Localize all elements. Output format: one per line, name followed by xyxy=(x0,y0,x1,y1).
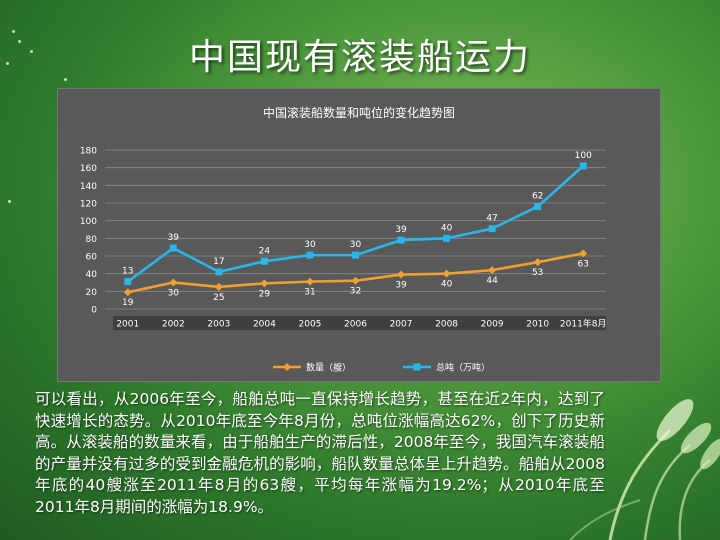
y-tick-label: 0 xyxy=(91,306,97,316)
data-point xyxy=(579,162,587,170)
y-tick-label: 20 xyxy=(86,288,98,298)
legend-marker xyxy=(413,363,421,371)
data-point xyxy=(397,270,406,279)
data-label: 39 xyxy=(168,233,180,243)
x-tick-label: 2009 xyxy=(481,320,504,330)
sparkle-dot xyxy=(8,200,11,203)
data-point xyxy=(534,203,542,211)
x-tick-label: 2001 xyxy=(116,320,139,330)
data-point xyxy=(169,278,178,287)
y-tick-label: 100 xyxy=(80,217,97,227)
data-label: 100 xyxy=(575,151,592,161)
y-tick-label: 80 xyxy=(86,235,98,245)
data-point xyxy=(351,276,360,285)
data-label: 17 xyxy=(213,257,224,267)
x-tick-label: 2010 xyxy=(526,320,549,330)
data-label: 62 xyxy=(532,192,543,202)
x-tick-label: 2011年8月 xyxy=(560,318,607,330)
data-label: 29 xyxy=(259,289,271,299)
data-point xyxy=(214,282,223,291)
chart-panel: 中国滚装船数量和吨位的变化趋势图 0 20 40 60 80 100 120 140 160 18… xyxy=(57,88,661,382)
chart-legend: 数量（艘） 总吨（万吨） xyxy=(273,362,490,374)
data-point xyxy=(533,258,542,267)
data-point xyxy=(352,251,359,259)
data-point xyxy=(443,234,451,242)
y-tick-label: 160 xyxy=(80,164,97,174)
data-point xyxy=(488,225,496,233)
chart-series: 19 30 25 29 31 32 39 40 44 53 63 13 39 17 24 30 30 39 40 47… xyxy=(122,151,592,308)
y-axis: 0 20 40 60 80 100 120 140 160 180 xyxy=(80,147,97,316)
data-point xyxy=(169,244,177,252)
series-line-1 xyxy=(127,164,585,283)
data-label: 24 xyxy=(259,246,271,256)
data-point xyxy=(260,257,268,265)
y-tick-label: 40 xyxy=(86,270,98,280)
data-point xyxy=(442,269,451,278)
data-label: 40 xyxy=(441,280,453,290)
sparkle-dot xyxy=(6,62,9,65)
data-label: 32 xyxy=(350,287,361,297)
x-tick-label: 2003 xyxy=(207,320,230,330)
data-label: 44 xyxy=(486,276,498,286)
data-label: 39 xyxy=(395,225,407,235)
chart-title: 中国滚装船数量和吨位的变化趋势图 xyxy=(263,105,455,120)
data-point xyxy=(397,236,405,244)
body-paragraph: 可以看出，从2006年至今，船舶总吨一直保持增长趋势，甚至在近2年内，达到了快速… xyxy=(35,390,605,516)
data-label: 53 xyxy=(532,268,543,278)
x-tick-label: 2004 xyxy=(253,320,276,330)
data-point xyxy=(488,266,497,275)
y-tick-label: 60 xyxy=(86,253,98,263)
data-label: 40 xyxy=(441,223,453,233)
sparkle-dot xyxy=(18,40,21,43)
x-tick-label: 2002 xyxy=(162,320,185,330)
data-point xyxy=(123,288,132,297)
data-label: 30 xyxy=(350,240,362,250)
y-tick-label: 180 xyxy=(80,147,97,157)
data-label: 30 xyxy=(168,289,180,299)
sparkle-dot xyxy=(30,50,33,53)
data-point xyxy=(579,249,588,258)
data-label: 25 xyxy=(213,293,224,303)
legend-label: 数量（艘） xyxy=(306,362,351,374)
data-label: 13 xyxy=(122,267,133,277)
data-point xyxy=(260,279,269,288)
x-axis-band xyxy=(113,316,606,330)
x-tick-label: 2008 xyxy=(435,320,458,330)
x-tick-label: 2006 xyxy=(344,320,367,330)
slide-title: 中国现有滚装船运力 xyxy=(188,37,531,78)
data-label: 30 xyxy=(304,240,316,250)
data-label: 39 xyxy=(395,281,407,291)
data-label: 31 xyxy=(304,288,315,298)
data-label: 47 xyxy=(486,214,497,224)
y-tick-label: 140 xyxy=(80,182,97,192)
x-tick-label: 2007 xyxy=(390,320,413,330)
legend-marker xyxy=(283,363,291,371)
data-label: 63 xyxy=(578,259,589,269)
sparkle-dot xyxy=(64,78,67,81)
grass-decoration xyxy=(569,399,720,540)
x-tick-label: 2005 xyxy=(299,320,322,330)
data-label: 19 xyxy=(122,298,134,308)
sparkle-dot xyxy=(12,30,15,33)
chart-gridlines xyxy=(105,149,606,310)
data-point xyxy=(124,278,132,286)
data-point xyxy=(305,277,314,286)
y-tick-label: 120 xyxy=(80,200,97,210)
line-chart: 中国滚装船数量和吨位的变化趋势图 0 20 40 60 80 100 120 140 160 18… xyxy=(80,105,607,374)
legend-label: 总吨（万吨） xyxy=(436,362,490,374)
data-point xyxy=(215,268,223,276)
data-point xyxy=(306,251,314,259)
x-axis: 2001 2002 2003 2004 2005 2006 2007 2008 2009 2010… xyxy=(113,316,607,330)
